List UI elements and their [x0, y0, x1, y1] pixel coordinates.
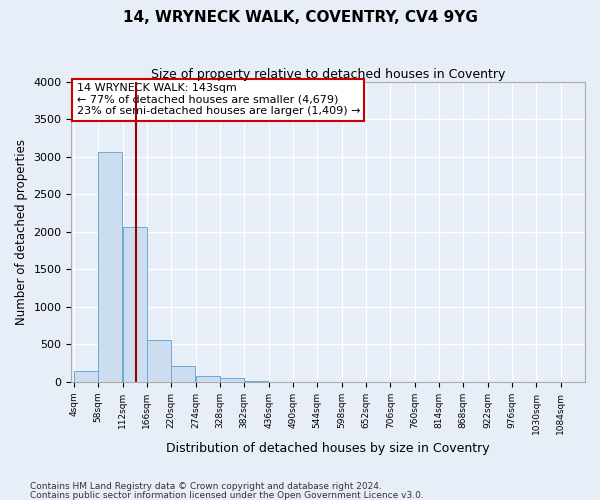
Bar [147, 340, 171, 382]
Bar [74, 370, 98, 382]
Bar [122, 227, 147, 382]
Bar [196, 376, 220, 382]
Bar [220, 378, 244, 382]
X-axis label: Distribution of detached houses by size in Coventry: Distribution of detached houses by size … [166, 442, 490, 455]
Text: Contains HM Land Registry data © Crown copyright and database right 2024.: Contains HM Land Registry data © Crown c… [30, 482, 382, 491]
Text: 14, WRYNECK WALK, COVENTRY, CV4 9YG: 14, WRYNECK WALK, COVENTRY, CV4 9YG [122, 10, 478, 25]
Text: Contains public sector information licensed under the Open Government Licence v3: Contains public sector information licen… [30, 490, 424, 500]
Bar [172, 366, 196, 382]
Title: Size of property relative to detached houses in Coventry: Size of property relative to detached ho… [151, 68, 505, 80]
Y-axis label: Number of detached properties: Number of detached properties [15, 138, 28, 324]
Bar [244, 381, 268, 382]
Text: 14 WRYNECK WALK: 143sqm
← 77% of detached houses are smaller (4,679)
23% of semi: 14 WRYNECK WALK: 143sqm ← 77% of detache… [77, 83, 360, 116]
Bar [98, 152, 122, 382]
